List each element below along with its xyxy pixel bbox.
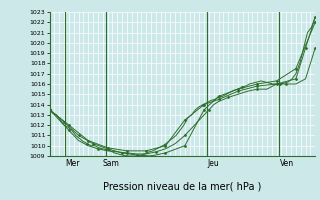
Text: Mer: Mer: [65, 159, 80, 168]
Text: Pression niveau de la mer( hPa ): Pression niveau de la mer( hPa ): [103, 182, 261, 192]
Text: Ven: Ven: [279, 159, 293, 168]
Text: Jeu: Jeu: [207, 159, 219, 168]
Text: Sam: Sam: [103, 159, 120, 168]
